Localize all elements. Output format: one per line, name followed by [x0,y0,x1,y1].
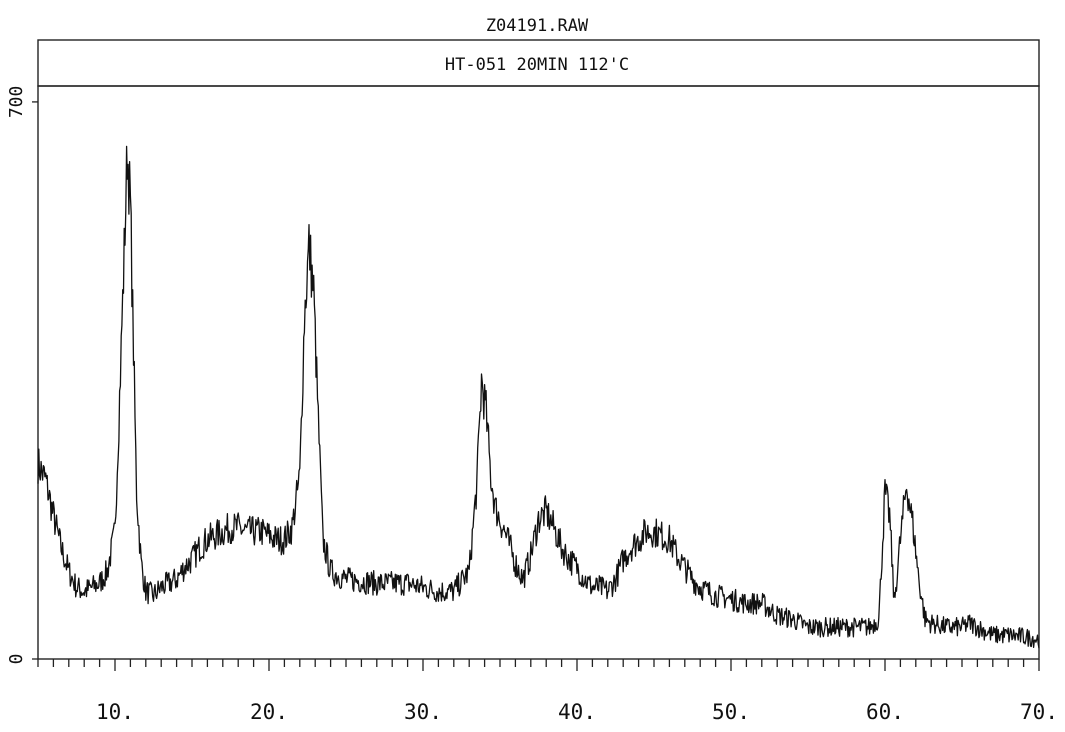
x-tick-label: 60. [866,700,904,724]
axis-ticks [32,101,1040,671]
chart-subtitle: HT-051 20MIN 112'C [445,55,629,75]
diffraction-series-line [37,145,1040,649]
x-tick-label: 20. [250,700,288,724]
chart-title: Z04191.RAW [486,16,589,36]
x-axis-labels: 10. 20. 30. 40. 50. 60. 70. [96,700,1058,724]
x-tick-label: 10. [96,700,134,724]
x-tick-label: 30. [404,700,442,724]
plot-frame [37,85,1040,660]
x-tick-label: 40. [558,700,596,724]
x-tick-label: 50. [712,700,750,724]
x-tick-label: 70. [1020,700,1058,724]
y-axis-labels: 0 700 [6,86,27,665]
y-tick-label: 0 [6,654,27,665]
y-tick-label: 700 [6,86,27,119]
